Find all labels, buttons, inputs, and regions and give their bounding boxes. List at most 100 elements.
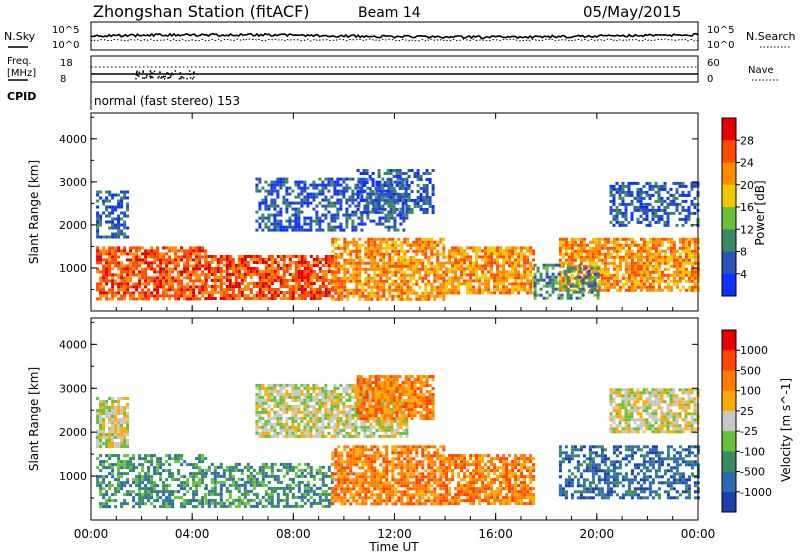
power-cell <box>318 216 322 220</box>
velocity-cell <box>225 498 229 502</box>
velocity-cell <box>264 462 268 466</box>
power-cell <box>502 282 506 286</box>
power-cell <box>330 180 334 184</box>
velocity-cell <box>349 460 353 464</box>
velocity-cell <box>358 457 362 461</box>
power-cell <box>171 282 175 286</box>
power-cell <box>478 282 482 286</box>
power-cell <box>669 285 673 289</box>
power-cell <box>597 243 601 247</box>
power-cell <box>681 246 685 250</box>
power-cell <box>294 291 298 294</box>
power-cell <box>288 261 292 264</box>
power-cell <box>693 282 697 286</box>
power-cell <box>639 279 643 283</box>
velocity-cell <box>177 490 181 494</box>
power-cell <box>96 249 100 253</box>
velocity-cell <box>364 445 368 449</box>
velocity-cell <box>346 487 350 491</box>
power-cell <box>345 222 349 226</box>
velocity-cell <box>204 457 208 461</box>
velocity-cell <box>144 484 148 488</box>
power-cell <box>234 285 238 288</box>
power-cell <box>216 276 220 279</box>
power-cell <box>379 267 383 271</box>
power-cell <box>660 276 664 280</box>
velocity-cell <box>343 475 347 479</box>
power-cell <box>660 288 664 292</box>
power-cell <box>603 240 607 244</box>
power-cell <box>666 211 670 215</box>
power-cell <box>675 196 679 200</box>
power-cell <box>339 189 343 193</box>
power-cell <box>630 258 634 262</box>
power-cell <box>377 169 381 172</box>
power-cell <box>339 204 343 208</box>
velocity-cell <box>126 481 130 485</box>
power-cell <box>672 193 676 197</box>
velocity-cell <box>352 493 356 497</box>
power-cell <box>288 297 292 300</box>
power-cell <box>362 199 366 202</box>
power-cell <box>267 192 271 196</box>
power-cell <box>237 258 241 261</box>
velocity-cell <box>210 498 214 502</box>
power-cell <box>279 276 283 279</box>
power-cell <box>400 255 404 259</box>
power-cell <box>349 279 353 283</box>
power-cell <box>315 195 319 199</box>
power-cell <box>382 270 386 274</box>
velocity-cell <box>183 460 187 464</box>
power-cell <box>99 276 103 280</box>
power-cell <box>165 288 169 292</box>
velocity-cell <box>159 466 163 470</box>
power-cell <box>297 282 301 285</box>
power-cell <box>117 223 121 227</box>
power-cell <box>327 288 331 291</box>
power-cell <box>195 258 199 262</box>
velocity-cell <box>349 466 353 470</box>
power-cell <box>561 279 565 283</box>
velocity-cell <box>162 484 166 488</box>
power-cell <box>406 264 410 268</box>
power-cell <box>315 297 319 300</box>
power-cell <box>315 294 319 297</box>
velocity-cell <box>331 454 335 458</box>
power-cell <box>337 294 341 298</box>
power-cell <box>324 264 328 267</box>
power-cell <box>264 285 268 288</box>
power-cell <box>354 225 358 229</box>
power-cell <box>376 282 380 286</box>
power-cell <box>198 261 202 265</box>
power-cell <box>579 255 583 259</box>
power-cell <box>141 267 145 271</box>
power-cell <box>282 267 286 270</box>
power-cell <box>340 288 344 292</box>
power-cell <box>255 210 259 214</box>
power-cell <box>108 226 112 230</box>
power-cell <box>621 276 625 280</box>
power-cell <box>374 208 378 211</box>
velocity-cell <box>198 466 202 470</box>
power-cell <box>324 255 328 258</box>
power-cell <box>502 267 506 271</box>
power-cell <box>282 279 286 282</box>
power-cell <box>213 282 217 285</box>
power-cell <box>300 186 304 190</box>
power-cell <box>321 264 325 267</box>
power-cell <box>108 288 112 292</box>
power-cell <box>183 252 187 256</box>
velocity-cell <box>312 489 316 493</box>
power-cell <box>557 281 561 285</box>
power-cell <box>517 258 521 262</box>
power-cell <box>102 202 106 206</box>
power-cell <box>561 261 565 265</box>
velocity-cell <box>171 472 175 476</box>
velocity-cell <box>216 480 220 484</box>
power-cell <box>639 252 643 256</box>
velocity-cell <box>108 487 112 491</box>
power-cell <box>207 264 211 267</box>
power-cell <box>342 177 346 181</box>
power-cell <box>633 264 637 268</box>
power-cell <box>385 249 389 253</box>
